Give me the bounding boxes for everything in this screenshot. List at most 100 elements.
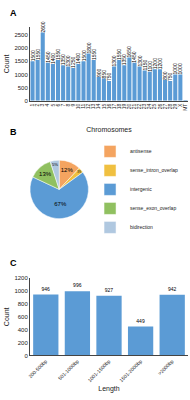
svg-text:5%: 5% bbox=[52, 162, 58, 167]
svg-text:10: 10 bbox=[75, 103, 81, 109]
svg-text:800: 800 bbox=[162, 71, 168, 80]
svg-text:750: 750 bbox=[106, 72, 112, 81]
svg-text:sense_exon_overlap: sense_exon_overlap bbox=[130, 205, 176, 211]
svg-text:7: 7 bbox=[60, 103, 66, 106]
svg-text:8: 8 bbox=[65, 103, 71, 106]
svg-text:1000: 1000 bbox=[14, 288, 28, 294]
svg-text:1550: 1550 bbox=[91, 49, 97, 60]
svg-text:946: 946 bbox=[42, 286, 51, 292]
svg-text:2600: 2600 bbox=[40, 21, 46, 32]
svg-text:B: B bbox=[10, 127, 17, 137]
svg-text:1001-1500bp: 1001-1500bp bbox=[86, 358, 111, 383]
svg-text:2000: 2000 bbox=[14, 45, 28, 51]
svg-text:1350: 1350 bbox=[121, 54, 127, 65]
svg-text:6: 6 bbox=[55, 103, 61, 106]
svg-text:1550: 1550 bbox=[55, 49, 61, 60]
svg-text:28: 28 bbox=[167, 103, 173, 109]
svg-text:11: 11 bbox=[80, 103, 86, 108]
svg-text:1100: 1100 bbox=[147, 61, 153, 72]
svg-text:1200: 1200 bbox=[14, 275, 28, 281]
svg-text:17: 17 bbox=[111, 103, 117, 109]
svg-text:1200: 1200 bbox=[157, 58, 163, 69]
svg-text:C: C bbox=[10, 258, 17, 268]
svg-text:1400: 1400 bbox=[75, 53, 81, 64]
svg-text:20: 20 bbox=[126, 103, 132, 109]
svg-text:1350: 1350 bbox=[60, 54, 66, 65]
svg-text:25: 25 bbox=[151, 103, 157, 109]
svg-text:1550: 1550 bbox=[116, 49, 122, 60]
svg-text:Chromosomes: Chromosomes bbox=[86, 126, 132, 133]
svg-text:67%: 67% bbox=[54, 201, 67, 207]
svg-text:1300: 1300 bbox=[111, 55, 117, 66]
svg-text:21: 21 bbox=[131, 103, 137, 109]
svg-text:22: 22 bbox=[136, 103, 142, 109]
svg-text:A: A bbox=[10, 8, 17, 18]
svg-text:200-500bp: 200-500bp bbox=[27, 358, 48, 379]
svg-text:sense_intron_overlap: sense_intron_overlap bbox=[130, 167, 178, 173]
svg-text:16: 16 bbox=[106, 103, 112, 109]
svg-text:13%: 13% bbox=[39, 171, 52, 177]
svg-text:1550: 1550 bbox=[35, 49, 41, 60]
svg-text:24: 24 bbox=[146, 103, 152, 109]
svg-text:1300: 1300 bbox=[137, 55, 143, 66]
svg-text:4: 4 bbox=[44, 103, 50, 106]
svg-text:1000: 1000 bbox=[172, 63, 178, 74]
svg-text:500: 500 bbox=[18, 85, 29, 91]
svg-text:0: 0 bbox=[24, 353, 28, 359]
svg-text:14: 14 bbox=[95, 103, 101, 109]
svg-text:intergenic: intergenic bbox=[130, 186, 152, 192]
svg-text:19: 19 bbox=[121, 103, 127, 109]
svg-text:1200: 1200 bbox=[152, 58, 158, 69]
svg-text:1150: 1150 bbox=[142, 60, 148, 71]
svg-text:449: 449 bbox=[136, 318, 145, 324]
svg-text:3: 3 bbox=[39, 103, 45, 106]
svg-text:>2000bp: >2000bp bbox=[157, 358, 175, 376]
svg-text:12: 12 bbox=[85, 103, 91, 109]
svg-text:600: 600 bbox=[18, 314, 29, 320]
svg-text:23: 23 bbox=[141, 103, 147, 109]
svg-text:1400: 1400 bbox=[50, 53, 56, 64]
svg-text:1800: 1800 bbox=[86, 42, 92, 53]
svg-text:1500: 1500 bbox=[81, 50, 87, 61]
svg-text:1000: 1000 bbox=[177, 63, 183, 74]
svg-text:501-1000bp: 501-1000bp bbox=[57, 358, 80, 381]
svg-text:Count: Count bbox=[3, 55, 10, 74]
svg-text:996: 996 bbox=[73, 282, 82, 288]
svg-text:1450: 1450 bbox=[131, 51, 137, 62]
svg-text:850: 850 bbox=[101, 70, 107, 79]
svg-text:bidirection: bidirection bbox=[130, 224, 153, 230]
svg-text:1500: 1500 bbox=[30, 50, 36, 61]
svg-text:9: 9 bbox=[70, 103, 76, 106]
svg-text:MT: MT bbox=[182, 104, 188, 111]
svg-text:15: 15 bbox=[101, 103, 107, 109]
svg-text:0: 0 bbox=[24, 98, 28, 104]
svg-text:3%: 3% bbox=[77, 170, 82, 174]
svg-text:29: 29 bbox=[172, 103, 178, 109]
svg-text:200: 200 bbox=[18, 340, 29, 346]
svg-text:900: 900 bbox=[96, 69, 102, 78]
svg-text:1500: 1500 bbox=[14, 58, 28, 64]
svg-text:2: 2 bbox=[34, 103, 40, 106]
svg-text:1501-2000bp: 1501-2000bp bbox=[118, 358, 143, 383]
svg-text:13: 13 bbox=[90, 103, 96, 109]
svg-text:18: 18 bbox=[116, 103, 122, 109]
svg-text:26: 26 bbox=[157, 103, 163, 109]
svg-text:1: 1 bbox=[29, 103, 35, 106]
svg-text:X: X bbox=[177, 103, 183, 107]
svg-text:800: 800 bbox=[18, 301, 29, 307]
svg-text:antisense: antisense bbox=[130, 148, 152, 154]
svg-text:Count: Count bbox=[3, 307, 10, 326]
svg-text:2500: 2500 bbox=[14, 32, 28, 38]
svg-text:12%: 12% bbox=[61, 167, 74, 173]
svg-text:Length: Length bbox=[98, 385, 120, 393]
svg-text:400: 400 bbox=[18, 327, 29, 333]
svg-text:927: 927 bbox=[105, 287, 114, 293]
svg-text:27: 27 bbox=[162, 103, 168, 109]
svg-text:1250: 1250 bbox=[70, 57, 76, 68]
svg-text:1450: 1450 bbox=[45, 51, 51, 62]
svg-text:750: 750 bbox=[167, 72, 173, 81]
svg-text:5: 5 bbox=[50, 103, 56, 106]
svg-text:1000: 1000 bbox=[14, 72, 28, 78]
svg-text:1300: 1300 bbox=[65, 55, 71, 66]
svg-text:942: 942 bbox=[168, 286, 177, 292]
